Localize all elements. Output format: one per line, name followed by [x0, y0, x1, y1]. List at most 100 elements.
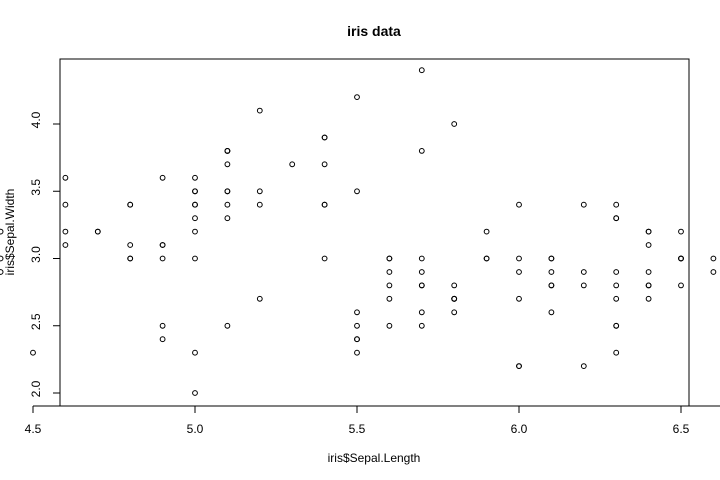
data-point [645, 295, 652, 302]
data-point [516, 295, 522, 302]
data-point [0, 228, 4, 235]
plot-frame [59, 58, 690, 407]
data-point [192, 349, 198, 356]
data-point [613, 349, 620, 356]
data-point [192, 390, 198, 396]
data-point [321, 161, 328, 168]
y-tick-label: 3.0 [29, 246, 43, 263]
data-point [386, 282, 393, 289]
data-point [418, 255, 425, 262]
x-tick-label: 6.0 [511, 422, 528, 436]
data-point [62, 201, 69, 208]
data-point [613, 322, 620, 329]
data-point [354, 349, 360, 356]
data-point [580, 269, 587, 275]
data-point [321, 134, 328, 141]
data-point [516, 255, 522, 262]
data-point [613, 269, 620, 275]
data-point [451, 282, 458, 289]
data-point [548, 255, 555, 262]
data-point [159, 336, 166, 343]
data-point [354, 188, 360, 195]
y-axis-label: iris$Sepal.Width [3, 189, 17, 276]
data-point [192, 228, 198, 235]
chart-title: iris data [347, 23, 401, 39]
data-point [548, 269, 555, 275]
data-point [418, 67, 425, 74]
data-point [192, 215, 198, 222]
data-point [159, 242, 166, 248]
data-point [354, 309, 360, 316]
x-axis-label: iris$Sepal.Length [328, 451, 421, 465]
y-tick-label: 3.5 [29, 179, 43, 196]
data-point [483, 255, 490, 262]
data-point [127, 242, 134, 248]
data-point [256, 201, 263, 208]
data-point [516, 201, 522, 208]
data-point [354, 336, 360, 343]
data-point [224, 161, 231, 168]
data-point [289, 161, 296, 168]
data-point [678, 228, 684, 235]
data-point [62, 174, 69, 181]
data-point [192, 174, 198, 181]
data-point [256, 107, 263, 114]
data-point [580, 363, 587, 370]
data-point [645, 228, 652, 235]
data-point [159, 174, 166, 181]
data-point [224, 215, 231, 222]
data-point [386, 255, 393, 262]
data-point [483, 228, 490, 235]
data-point [418, 148, 425, 154]
data-point [418, 282, 425, 289]
data-point [613, 282, 620, 289]
y-tick-label: 4.0 [29, 111, 43, 128]
data-point [645, 282, 652, 289]
data-point [256, 188, 263, 195]
data-point [645, 242, 652, 248]
data-point [418, 309, 425, 316]
data-point [386, 269, 393, 275]
x-tick-label: 5.5 [349, 422, 366, 436]
data-point [516, 363, 522, 370]
data-point [451, 295, 458, 302]
data-point [548, 309, 555, 316]
data-point [613, 201, 620, 208]
data-point [159, 255, 166, 262]
data-point [159, 322, 166, 329]
data-point [224, 201, 231, 208]
y-tick-label: 2.5 [29, 313, 43, 330]
data-point [580, 282, 587, 289]
data-point [0, 269, 4, 275]
data-point [580, 201, 587, 208]
data-point [451, 121, 458, 127]
data-point [192, 188, 198, 195]
data-point [386, 322, 393, 329]
data-point [256, 295, 263, 302]
data-point [62, 242, 69, 248]
data-point [386, 295, 393, 302]
data-point [678, 255, 684, 262]
data-point [710, 269, 717, 275]
data-point [418, 269, 425, 275]
data-point [62, 228, 69, 235]
data-point [321, 201, 328, 208]
data-point [94, 228, 101, 235]
data-point [321, 255, 328, 262]
data-point [224, 148, 231, 154]
data-point [224, 322, 231, 329]
data-point [192, 201, 198, 208]
data-point [127, 255, 134, 262]
data-point [354, 94, 360, 100]
data-point [548, 282, 555, 289]
data-point [710, 255, 717, 262]
data-point [613, 215, 620, 222]
data-point [0, 255, 4, 262]
x-tick-label: 4.5 [25, 422, 42, 436]
data-point [224, 188, 231, 195]
data-point [516, 269, 522, 275]
data-point [645, 269, 652, 275]
data-points [0, 67, 717, 396]
